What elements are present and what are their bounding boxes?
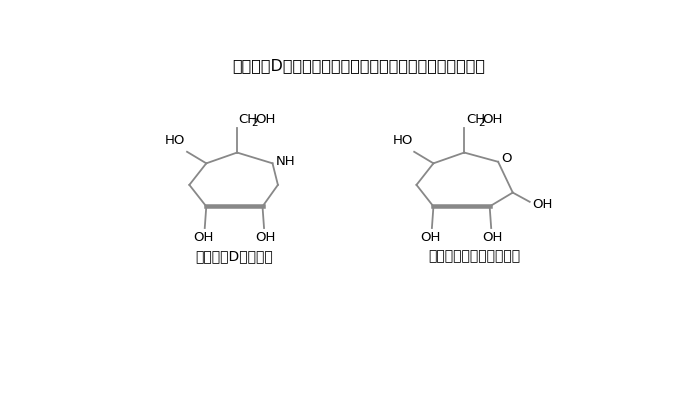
Text: OH: OH (256, 231, 276, 244)
Text: CH: CH (466, 113, 485, 126)
Text: 桑葉成分D支援成分: 桑葉成分D支援成分 (195, 249, 273, 264)
Text: 2: 2 (478, 118, 484, 128)
Text: OH: OH (193, 231, 214, 244)
Text: OH: OH (256, 113, 276, 126)
Text: NH: NH (276, 155, 295, 168)
Text: OH: OH (483, 113, 503, 126)
Text: OH: OH (482, 231, 503, 244)
Text: O: O (501, 152, 512, 165)
Text: HO: HO (392, 134, 413, 147)
Text: CH: CH (239, 113, 258, 126)
Text: ブドウ糖（グルコース）: ブドウ糖（グルコース） (428, 249, 520, 264)
Text: HO: HO (165, 134, 186, 147)
Text: OH: OH (420, 231, 440, 244)
Text: 2: 2 (251, 118, 258, 128)
Text: OH: OH (532, 198, 552, 211)
Text: 桑葉成分D支援成分とブドウ糖（グルコース）の化学構造: 桑葉成分D支援成分とブドウ糖（グルコース）の化学構造 (232, 58, 485, 73)
